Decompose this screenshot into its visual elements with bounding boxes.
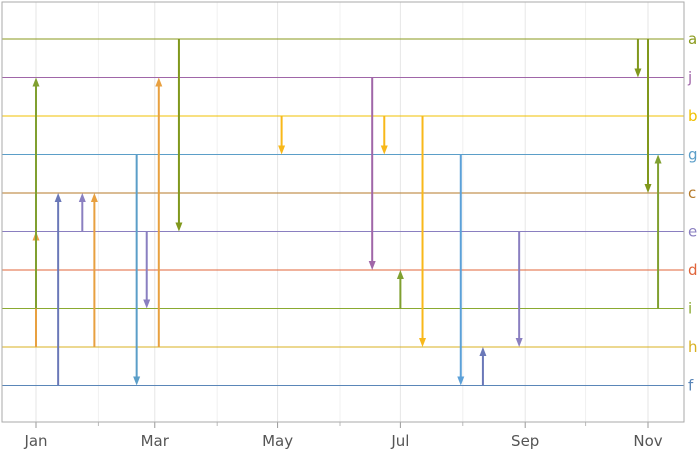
arrow-head-1 [33, 78, 40, 87]
x-tick-label-mar: Mar [141, 432, 170, 450]
arrow-head-2 [55, 193, 62, 202]
arrow-head-7 [155, 78, 162, 87]
arrow-head-19 [655, 155, 662, 164]
series-label-h: h [688, 338, 698, 356]
series-label-a: a [688, 30, 697, 48]
arrow-head-15 [479, 347, 486, 356]
arrow-head-4 [91, 193, 98, 202]
arrow-f-to-c-2 [55, 193, 62, 386]
x-tick-label-nov: Nov [633, 432, 662, 450]
plot-frame [2, 2, 684, 422]
x-tick-label-may: May [262, 432, 293, 450]
arrow-head-3 [79, 193, 86, 202]
arrow-f-to-h-15 [479, 347, 486, 386]
arrow-head-17 [634, 69, 641, 78]
arrow-e-to-h-16 [516, 232, 523, 348]
arrow-head-12 [397, 270, 404, 279]
arrow-head-8 [175, 223, 182, 232]
arrow-head-10 [369, 261, 376, 270]
x-tick-label-jul: Jul [390, 432, 409, 450]
arrow-head-13 [419, 338, 426, 347]
grid [36, 2, 648, 428]
series-lines [2, 39, 684, 386]
arrow-h-to-j-7 [155, 78, 162, 348]
arrow-head-5 [133, 377, 140, 386]
arrow-e-to-c-3 [79, 193, 86, 232]
x-tick-label-sep: Sep [511, 432, 539, 450]
x-tick-label-jan: Jan [23, 432, 47, 450]
series-label-g: g [688, 146, 698, 164]
series-label-c: c [688, 184, 696, 202]
arrow-head-18 [645, 184, 652, 193]
arrow-i-to-d-12 [397, 270, 404, 309]
arrow-a-to-e-8 [175, 39, 182, 232]
arrow-head-9 [278, 146, 285, 155]
arrow-b-to-g-9 [278, 116, 285, 155]
arrow-head-11 [381, 146, 388, 155]
series-label-e: e [688, 223, 697, 241]
arrow-j-to-d-10 [369, 78, 376, 271]
series-label-b: b [688, 107, 698, 125]
series-label-i: i [688, 300, 692, 318]
arrows [33, 39, 662, 386]
arrow-head-6 [143, 300, 150, 309]
series-label-f: f [688, 377, 694, 395]
series-label-j: j [687, 69, 692, 87]
arrow-b-to-g-11 [381, 116, 388, 155]
x-tick-labels: Jan Mar May Jul Sep Nov [23, 432, 662, 450]
series-label-d: d [688, 261, 698, 279]
arrow-head-16 [516, 338, 523, 347]
arrow-a-to-j-17 [634, 39, 641, 78]
y-tick-labels: a j b g c e d i h f [687, 30, 698, 395]
